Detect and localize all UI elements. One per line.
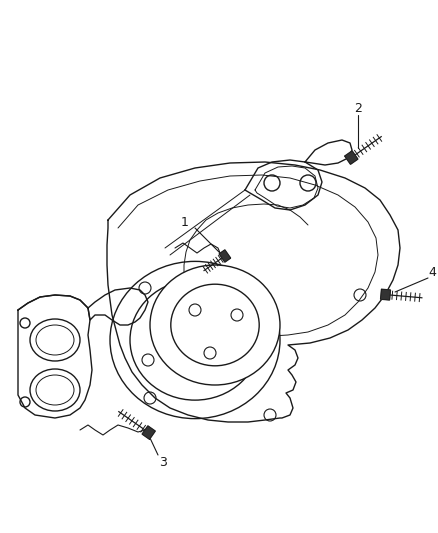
Text: 1: 1 bbox=[181, 215, 189, 229]
Polygon shape bbox=[142, 426, 155, 439]
Ellipse shape bbox=[150, 265, 280, 385]
Polygon shape bbox=[345, 151, 358, 164]
Polygon shape bbox=[381, 289, 390, 300]
Text: 4: 4 bbox=[428, 265, 436, 279]
Text: 3: 3 bbox=[159, 456, 167, 469]
Text: 2: 2 bbox=[354, 101, 362, 115]
Polygon shape bbox=[219, 250, 230, 262]
